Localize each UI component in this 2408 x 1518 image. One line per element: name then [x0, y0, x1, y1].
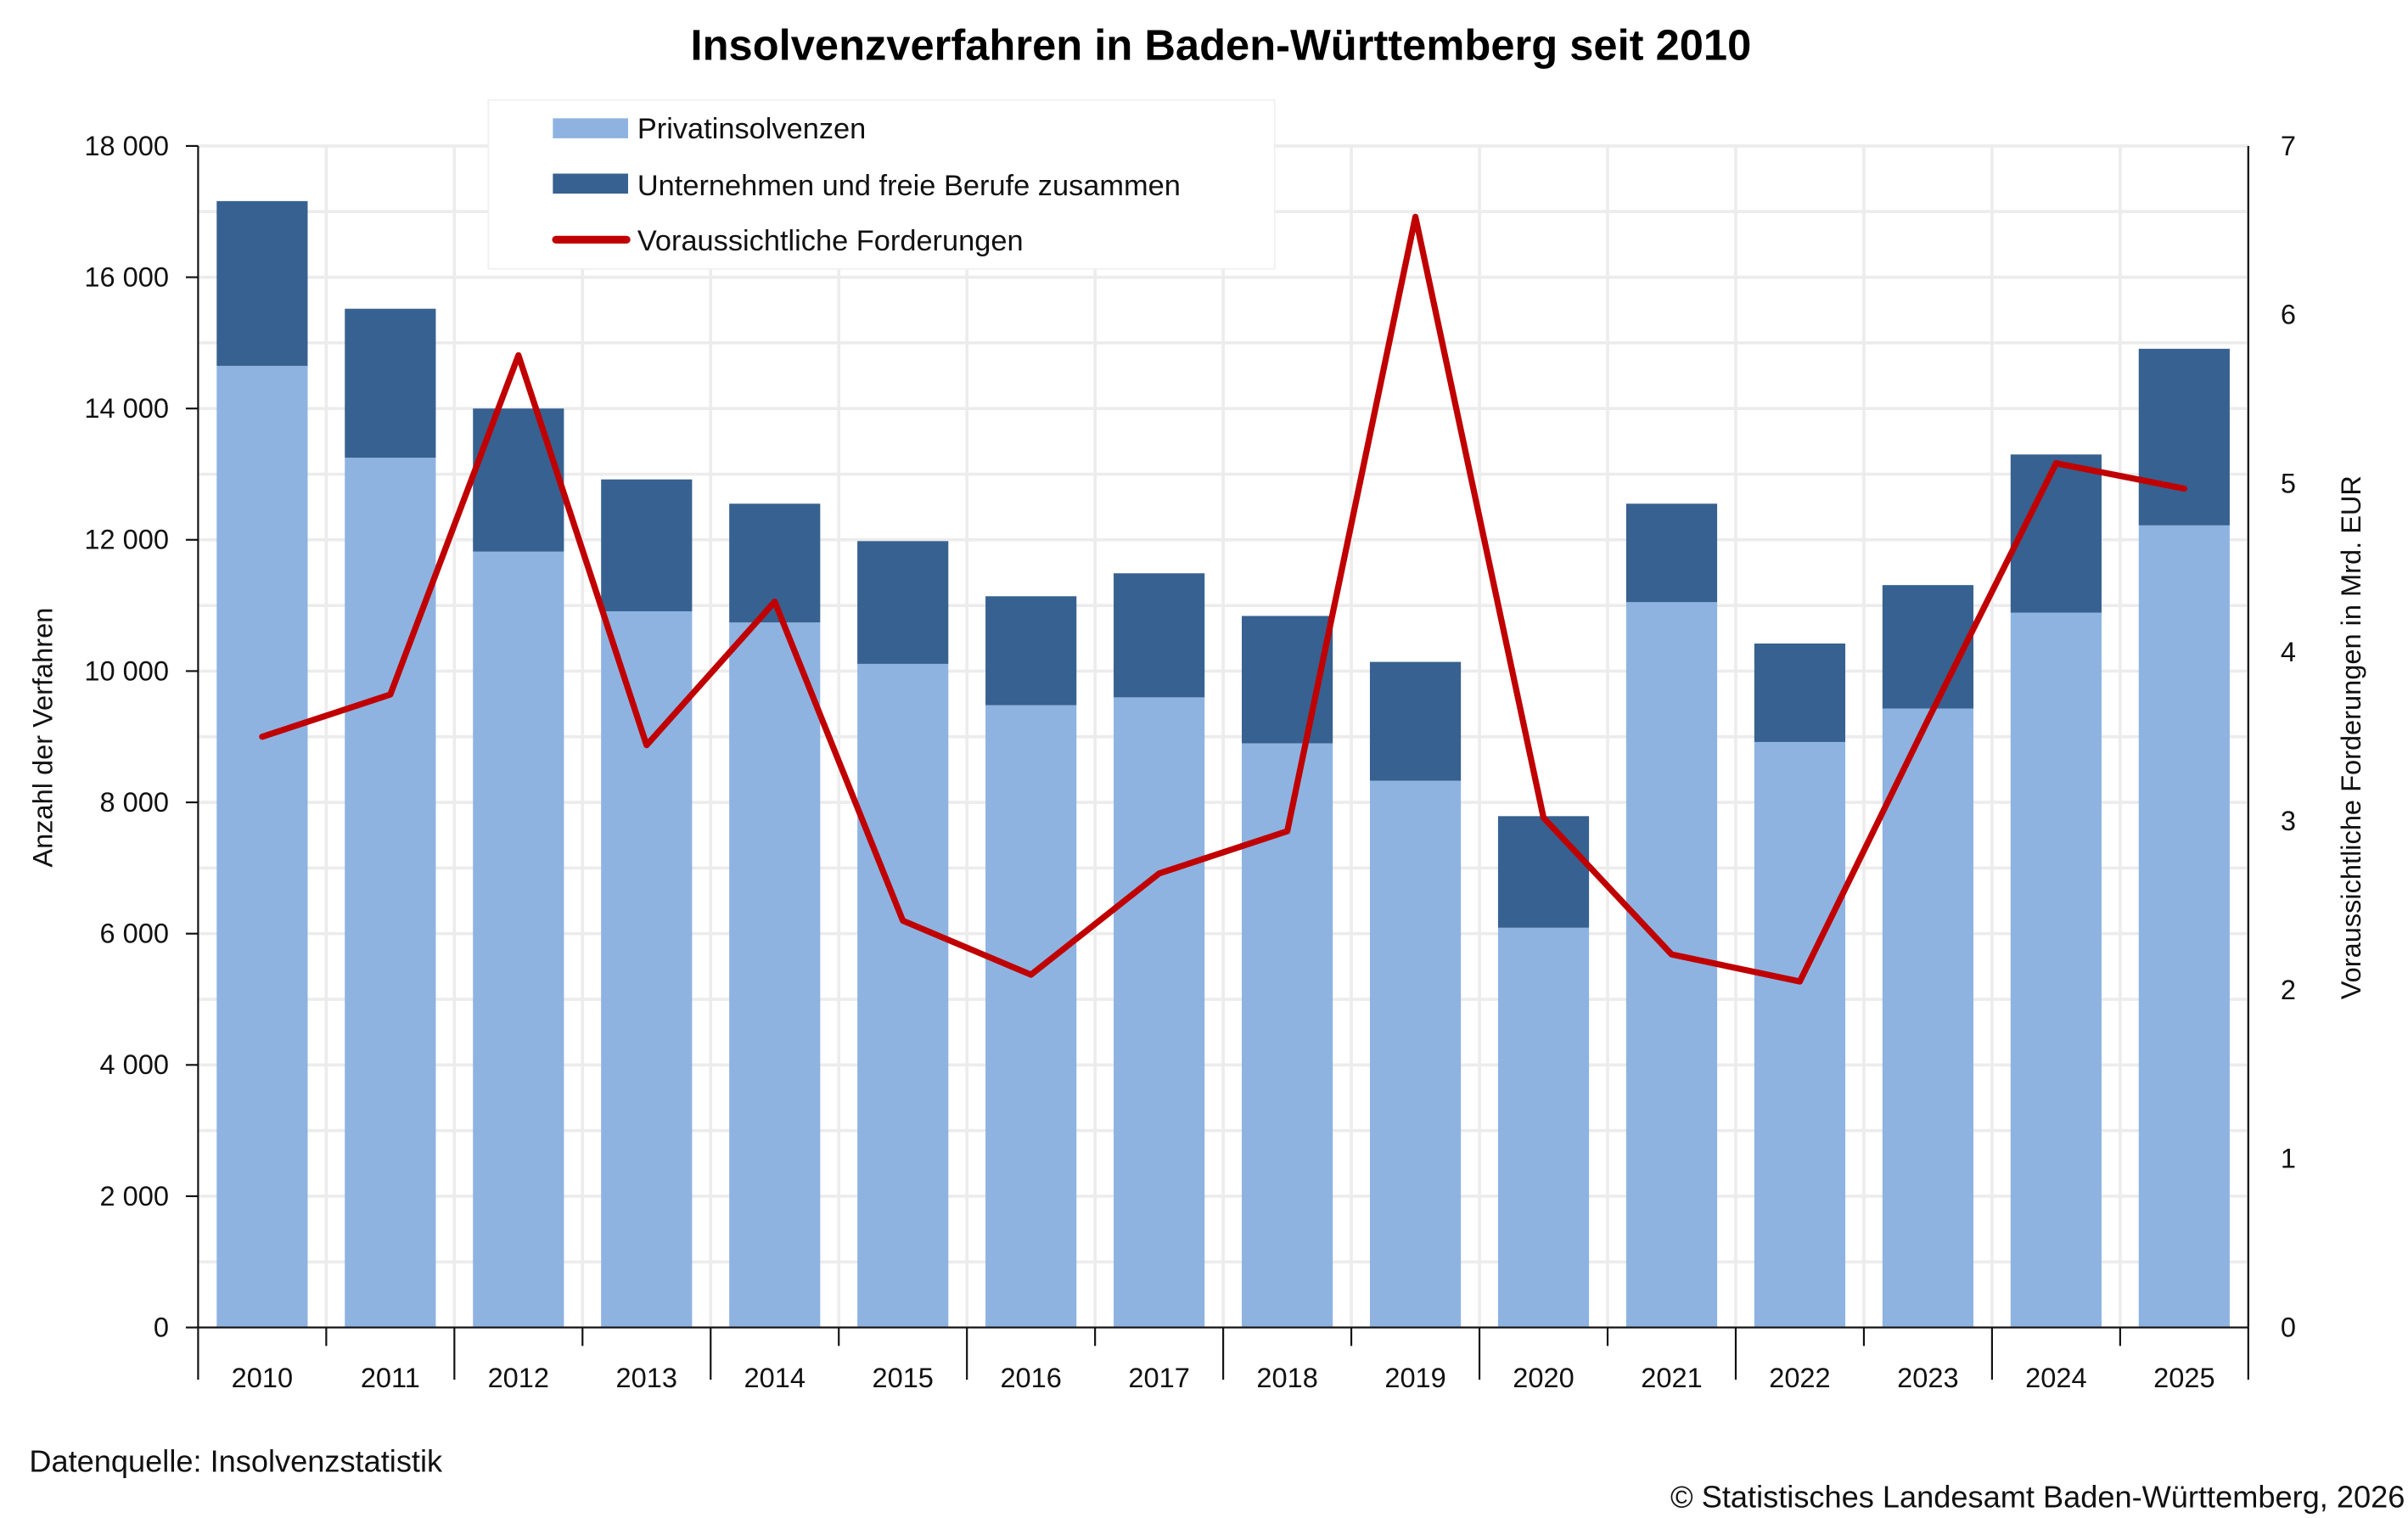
legend-label-unternehmen: Unternehmen und freie Berufe zusammen: [637, 170, 1181, 202]
y2-tick-label: 1: [2281, 1144, 2296, 1174]
bar-privatinsolvenzen: [1369, 780, 1462, 1328]
y2-tick-label: 3: [2281, 806, 2296, 836]
x-tick-label: 2025: [2153, 1363, 2214, 1393]
y-axis-label: Anzahl der Verfahren: [28, 608, 59, 868]
y-tick-label: 2 000: [100, 1181, 169, 1212]
legend: Privatinsolvenzen Unternehmen und freie …: [487, 98, 1276, 270]
y-tick-label: 16 000: [84, 261, 169, 292]
bar-unternehmen: [216, 200, 308, 366]
forderungen-line-layer: [259, 213, 2187, 985]
x-tick-label: 2014: [744, 1363, 805, 1393]
y-tick-label: 8 000: [100, 787, 169, 818]
bar-unternehmen: [985, 596, 1077, 706]
x-tick-label: 2021: [1641, 1363, 1702, 1393]
axes: 0 2 000 4 000 6 000 8 000 10 000 12 000 14 000 1…: [84, 131, 2296, 1393]
bar-unternehmen: [1625, 503, 1718, 603]
y2-tick-label: 4: [2281, 637, 2296, 667]
y2-tick-label: 0: [2281, 1312, 2296, 1342]
bar-privatinsolvenzen: [2138, 525, 2230, 1328]
bar-unternehmen: [1114, 573, 1205, 698]
bar-unternehmen: [1369, 661, 1462, 781]
bar-privatinsolvenzen: [985, 705, 1077, 1328]
y2-tick-label: 5: [2281, 468, 2296, 498]
y-tick-label: 10 000: [84, 655, 169, 686]
bar-privatinsolvenzen: [601, 611, 693, 1328]
y-tick-label: 4 000: [100, 1049, 169, 1080]
x-tick-label: 2012: [488, 1363, 549, 1393]
bar-unternehmen: [1497, 816, 1590, 928]
x-tick-label: 2022: [1769, 1363, 1830, 1393]
x-tick-label: 2018: [1256, 1363, 1317, 1393]
bar-privatinsolvenzen: [857, 663, 949, 1328]
bar-privatinsolvenzen: [2010, 612, 2102, 1328]
bar-unternehmen: [601, 479, 693, 612]
x-tick-label: 2019: [1384, 1363, 1445, 1393]
y-tick-label: 14 000: [84, 393, 169, 424]
x-tick-label: 2020: [1513, 1363, 1574, 1393]
y-tick-label: 0: [154, 1312, 169, 1342]
bar-unternehmen: [857, 541, 949, 664]
x-tick-label: 2011: [361, 1363, 420, 1393]
legend-swatch-privatinsolvenzen: [553, 118, 629, 138]
bar-unternehmen: [2138, 348, 2230, 526]
bar-unternehmen: [345, 308, 436, 458]
x-tick-label: 2010: [232, 1363, 293, 1393]
bar-unternehmen: [1754, 643, 1846, 742]
x-tick-label: 2024: [2025, 1363, 2086, 1393]
y2-axis-label: Voraussichtliche Forderungen in Mrd. EUR: [2336, 475, 2366, 999]
bar-privatinsolvenzen: [729, 622, 821, 1328]
legend-label-privatinsolvenzen: Privatinsolvenzen: [637, 113, 866, 145]
bar-privatinsolvenzen: [473, 551, 564, 1328]
y-tick-label: 12 000: [84, 525, 169, 555]
chart-title: Insolvenzverfahren in Baden-Württemberg …: [691, 21, 1752, 70]
bar-privatinsolvenzen: [1497, 927, 1590, 1328]
x-tick-label: 2016: [1000, 1363, 1061, 1393]
bar-privatinsolvenzen: [1625, 602, 1718, 1328]
bars: [216, 200, 2230, 1328]
y2-tick-label: 2: [2281, 975, 2296, 1005]
x-tick-label: 2015: [872, 1363, 933, 1393]
legend-label-forderungen: Voraussichtliche Forderungen: [637, 225, 1024, 257]
y-tick-label: 6 000: [100, 919, 169, 949]
legend-swatch-unternehmen: [553, 173, 629, 194]
x-tick-label: 2023: [1897, 1363, 1958, 1393]
bar-privatinsolvenzen: [216, 365, 308, 1328]
y2-tick-label: 6: [2281, 300, 2296, 330]
bar-privatinsolvenzen: [1754, 741, 1846, 1328]
bar-privatinsolvenzen: [1114, 697, 1205, 1328]
bar-unternehmen: [473, 408, 564, 552]
y-tick-label: 18 000: [84, 131, 169, 161]
x-tick-label: 2013: [616, 1363, 677, 1393]
forderungen-line: [259, 213, 2187, 985]
data-source-note: Datenquelle: Insolvenzstatistik: [29, 1444, 443, 1479]
bar-unternehmen: [2010, 454, 2102, 613]
y2-tick-label: 7: [2281, 131, 2296, 161]
bar-privatinsolvenzen: [1882, 708, 1974, 1328]
x-tick-label: 2017: [1128, 1363, 1189, 1393]
copyright-note: © Statistisches Landesamt Baden-Württemb…: [1670, 1479, 2405, 1514]
bar-unternehmen: [1882, 585, 1974, 709]
bar-privatinsolvenzen: [345, 458, 436, 1328]
